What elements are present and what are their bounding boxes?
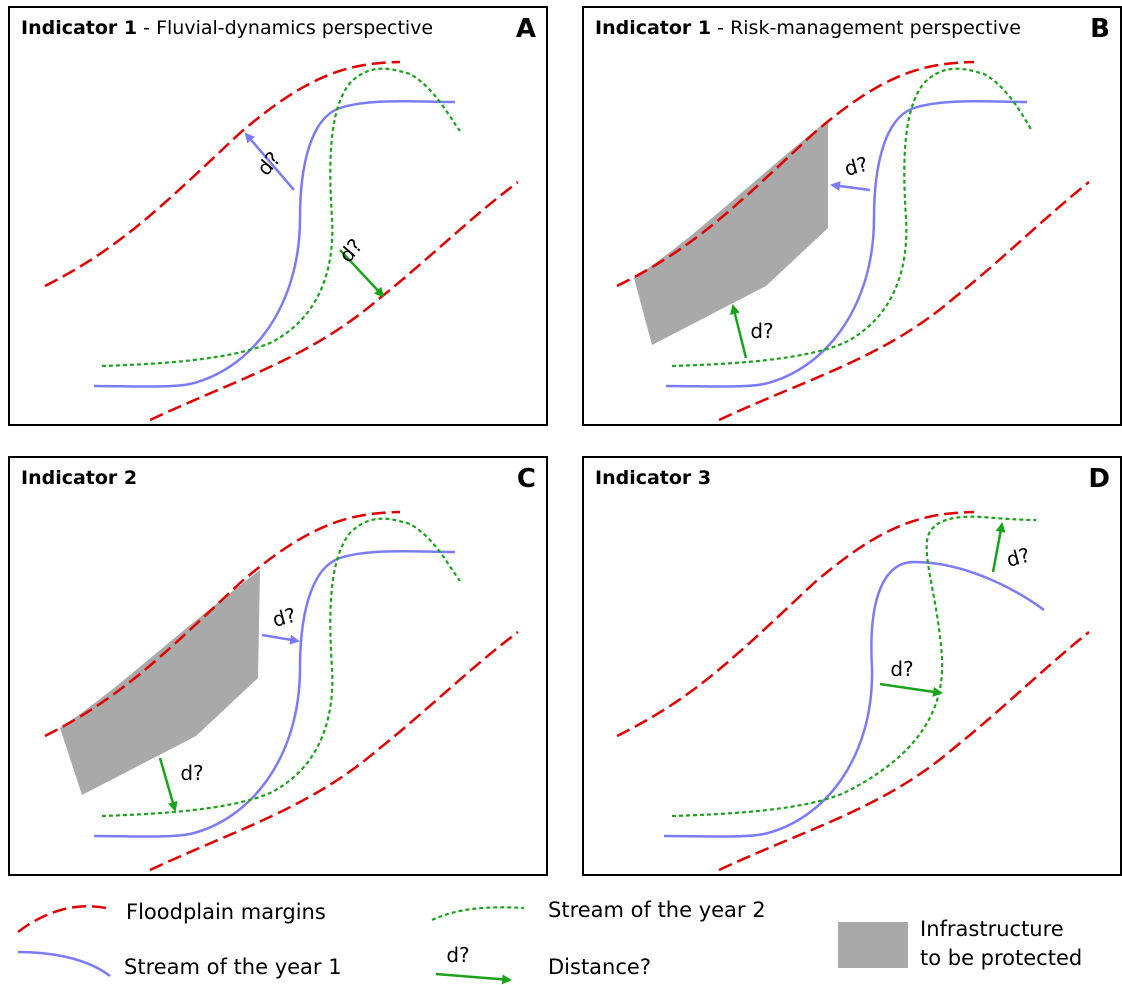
- panel-d: d? d? Indicator 3 D: [582, 456, 1122, 876]
- distance-arrow-green: [880, 684, 941, 693]
- legend-infrastructure-swatch: [838, 922, 908, 968]
- panel-d-title: Indicator 3: [595, 467, 711, 489]
- stream-year-2: [102, 69, 460, 366]
- panel-a-letter: A: [516, 14, 536, 44]
- stream-year-1: [664, 562, 1044, 837]
- distance-label: d?: [270, 603, 299, 632]
- panel-b-drawing: d? d?: [584, 8, 1120, 424]
- floodplain-margin-upper: [617, 512, 974, 736]
- panel-a-drawing: d? d?: [10, 8, 546, 424]
- panel-b: d? d? Indicator 1 - Risk-management pers…: [582, 6, 1122, 426]
- panel-b-title: Indicator 1 - Risk-management perspectiv…: [595, 17, 1021, 39]
- panel-c: d? d? Indicator 2 C: [8, 456, 548, 876]
- panel-d-letter: D: [1088, 464, 1110, 494]
- panel-c-title: Indicator 2: [21, 467, 137, 489]
- legend-stream-year2-swatch: [428, 896, 528, 926]
- distance-arrow-green: [160, 758, 175, 810]
- distance-arrow-green: [993, 524, 1002, 572]
- distance-label: d?: [842, 152, 871, 181]
- distance-label: d?: [750, 319, 773, 343]
- legend-stream-year1-swatch: [14, 946, 114, 980]
- distance-label: d?: [890, 657, 913, 681]
- legend-floodplain-label: Floodplain margins: [126, 900, 326, 924]
- legend-infrastructure-label-line2: to be protected: [920, 946, 1082, 970]
- floodplain-margin-lower: [150, 182, 518, 420]
- distance-label: d?: [1004, 543, 1033, 572]
- stream-year-2: [672, 517, 1036, 816]
- legend-floodplain-swatch: [14, 898, 114, 938]
- panel-b-letter: B: [1090, 14, 1110, 44]
- legend-distance-symbol: d?: [446, 943, 469, 967]
- panel-a-title: Indicator 1 - Fluvial-dynamics perspecti…: [21, 17, 433, 39]
- stream-year-1: [94, 101, 455, 386]
- panel-d-drawing: d? d?: [584, 458, 1120, 874]
- legend-stream-year1-label: Stream of the year 1: [124, 955, 342, 979]
- distance-arrow-green: [733, 306, 746, 358]
- legend-distance-swatch: d?: [430, 940, 520, 985]
- distance-label: d?: [180, 761, 203, 785]
- legend-distance-label: Distance?: [548, 955, 651, 979]
- panel-c-drawing: d? d?: [10, 458, 546, 874]
- distance-label: d?: [334, 234, 367, 267]
- panel-c-letter: C: [517, 464, 536, 494]
- infrastructure-area: [634, 120, 828, 345]
- legend-stream-year2-label: Stream of the year 2: [548, 898, 766, 922]
- distance-arrow-blue: [832, 185, 870, 190]
- distance-arrow-blue: [262, 635, 298, 641]
- panel-a: d? d? Indicator 1 - Fluvial-dynamics per…: [8, 6, 548, 426]
- legend-infrastructure-label-line1: Infrastructure: [920, 917, 1064, 941]
